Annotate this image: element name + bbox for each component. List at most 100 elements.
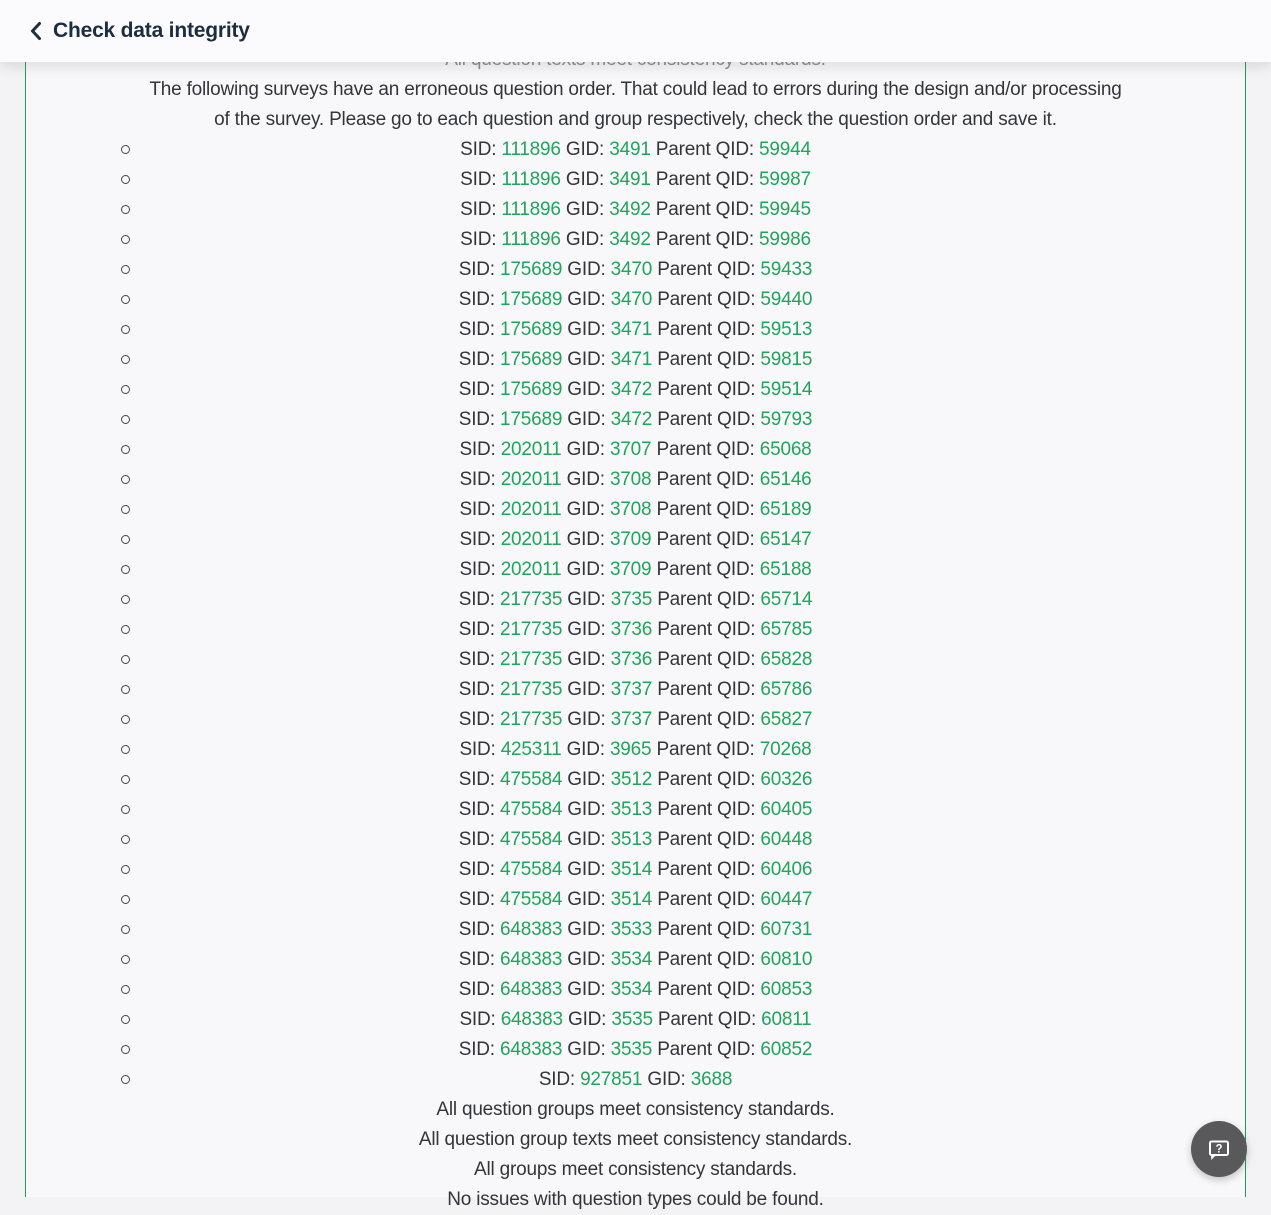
gid-link[interactable]: 3735	[610, 589, 653, 610]
sid-link[interactable]: 217735	[499, 709, 563, 730]
gid-link[interactable]: 3492	[609, 229, 651, 250]
gid-link[interactable]: 3709	[609, 529, 652, 550]
sid-link[interactable]: 217735	[499, 679, 563, 700]
gid-link[interactable]: 3535	[611, 1009, 653, 1030]
gid-link[interactable]: 3533	[610, 919, 653, 940]
sid-link[interactable]: 202011	[500, 499, 562, 520]
gid-link[interactable]: 3708	[609, 499, 652, 520]
parent-qid-link[interactable]: 59945	[759, 199, 811, 220]
sid-link[interactable]: 648383	[499, 979, 563, 1000]
parent-qid-link[interactable]: 60405	[760, 799, 813, 820]
parent-qid-link[interactable]: 59433	[760, 259, 813, 280]
sid-link[interactable]: 648383	[499, 949, 563, 970]
sid-link[interactable]: 648383	[499, 919, 563, 940]
gid-link[interactable]: 3513	[610, 799, 653, 820]
gid-link[interactable]: 3471	[610, 349, 653, 370]
sid-link[interactable]: 475584	[499, 889, 563, 910]
gid-link[interactable]: 3534	[610, 949, 653, 970]
sid-link[interactable]: 111896	[501, 169, 561, 190]
sid-link[interactable]: 217735	[499, 619, 563, 640]
parent-qid-link[interactable]: 59513	[760, 319, 813, 340]
sid-link[interactable]: 111896	[501, 199, 561, 220]
gid-label: GID:	[567, 859, 606, 880]
parent-qid-link[interactable]: 65147	[759, 529, 812, 550]
parent-qid-link[interactable]: 65146	[759, 469, 812, 490]
gid-link[interactable]: 3737	[610, 679, 653, 700]
sid-link[interactable]: 927851	[580, 1069, 643, 1090]
parent-qid-link[interactable]: 59440	[760, 289, 813, 310]
parent-qid-link[interactable]: 60447	[760, 889, 813, 910]
gid-link[interactable]: 3737	[610, 709, 653, 730]
gid-link[interactable]: 3470	[610, 259, 653, 280]
gid-link[interactable]: 3472	[610, 379, 653, 400]
gid-link[interactable]: 3514	[610, 889, 653, 910]
parent-qid-link[interactable]: 59793	[760, 409, 813, 430]
parent-qid-link[interactable]: 59944	[759, 139, 811, 160]
back-button[interactable]: Check data integrity	[30, 19, 250, 43]
sid-link[interactable]: 111896	[501, 139, 561, 160]
gid-link[interactable]: 3514	[610, 859, 653, 880]
gid-link[interactable]: 3708	[609, 469, 652, 490]
parent-qid-link[interactable]: 65786	[760, 679, 813, 700]
page-title: Check data integrity	[53, 19, 250, 42]
help-chat-button[interactable]: ?	[1191, 1121, 1247, 1177]
parent-qid-link[interactable]: 60853	[760, 979, 813, 1000]
gid-link[interactable]: 3513	[610, 829, 653, 850]
sid-link[interactable]: 648383	[499, 1039, 563, 1060]
sid-link[interactable]: 217735	[499, 649, 563, 670]
sid-link[interactable]: 175689	[499, 409, 563, 430]
gid-link[interactable]: 3512	[610, 769, 653, 790]
parent-qid-link[interactable]: 60731	[760, 919, 813, 940]
gid-link[interactable]: 3491	[609, 139, 651, 160]
parent-qid-link[interactable]: 70268	[759, 739, 812, 760]
gid-link[interactable]: 3736	[610, 619, 653, 640]
gid-link[interactable]: 3707	[609, 439, 652, 460]
parent-qid-link[interactable]: 60448	[760, 829, 813, 850]
gid-link[interactable]: 3965	[609, 739, 652, 760]
parent-qid-link[interactable]: 65714	[760, 589, 813, 610]
gid-link[interactable]: 3491	[609, 169, 651, 190]
sid-link[interactable]: 475584	[499, 769, 563, 790]
sid-link[interactable]: 202011	[500, 529, 562, 550]
parent-qid-link[interactable]: 65068	[759, 439, 812, 460]
sid-link[interactable]: 475584	[499, 859, 563, 880]
parent-qid-link[interactable]: 65827	[760, 709, 813, 730]
parent-qid-link[interactable]: 60852	[760, 1039, 813, 1060]
parent-qid-link[interactable]: 60810	[760, 949, 813, 970]
sid-link[interactable]: 175689	[499, 379, 563, 400]
sid-link[interactable]: 175689	[499, 349, 563, 370]
parent-qid-link[interactable]: 65785	[760, 619, 813, 640]
parent-qid-link[interactable]: 60811	[761, 1009, 812, 1030]
parent-qid-link[interactable]: 59987	[759, 169, 811, 190]
gid-link[interactable]: 3471	[610, 319, 653, 340]
gid-link[interactable]: 3492	[609, 199, 651, 220]
sid-link[interactable]: 175689	[499, 319, 563, 340]
top-header-bar: Check data integrity	[0, 0, 1271, 62]
parent-qid-link[interactable]: 59986	[759, 229, 811, 250]
parent-qid-link[interactable]: 60326	[760, 769, 813, 790]
gid-link[interactable]: 3736	[610, 649, 653, 670]
sid-link[interactable]: 202011	[500, 439, 562, 460]
parent-qid-link[interactable]: 60406	[760, 859, 813, 880]
parent-qid-link[interactable]: 59514	[760, 379, 813, 400]
sid-link[interactable]: 425311	[500, 739, 562, 760]
sid-link[interactable]: 475584	[499, 799, 563, 820]
gid-link[interactable]: 3472	[610, 409, 653, 430]
gid-link[interactable]: 3688	[690, 1069, 733, 1090]
sid-link[interactable]: 175689	[499, 259, 563, 280]
sid-link[interactable]: 202011	[500, 559, 562, 580]
sid-link[interactable]: 475584	[499, 829, 563, 850]
parent-qid-link[interactable]: 59815	[760, 349, 813, 370]
sid-link[interactable]: 175689	[499, 289, 563, 310]
parent-qid-link[interactable]: 65189	[759, 499, 812, 520]
gid-link[interactable]: 3709	[609, 559, 652, 580]
sid-link[interactable]: 217735	[499, 589, 563, 610]
sid-link[interactable]: 202011	[500, 469, 562, 490]
gid-link[interactable]: 3534	[610, 979, 653, 1000]
gid-link[interactable]: 3535	[610, 1039, 653, 1060]
sid-link[interactable]: 111896	[501, 229, 561, 250]
gid-link[interactable]: 3470	[610, 289, 653, 310]
parent-qid-link[interactable]: 65188	[759, 559, 812, 580]
sid-link[interactable]: 648383	[500, 1009, 563, 1030]
parent-qid-link[interactable]: 65828	[760, 649, 813, 670]
